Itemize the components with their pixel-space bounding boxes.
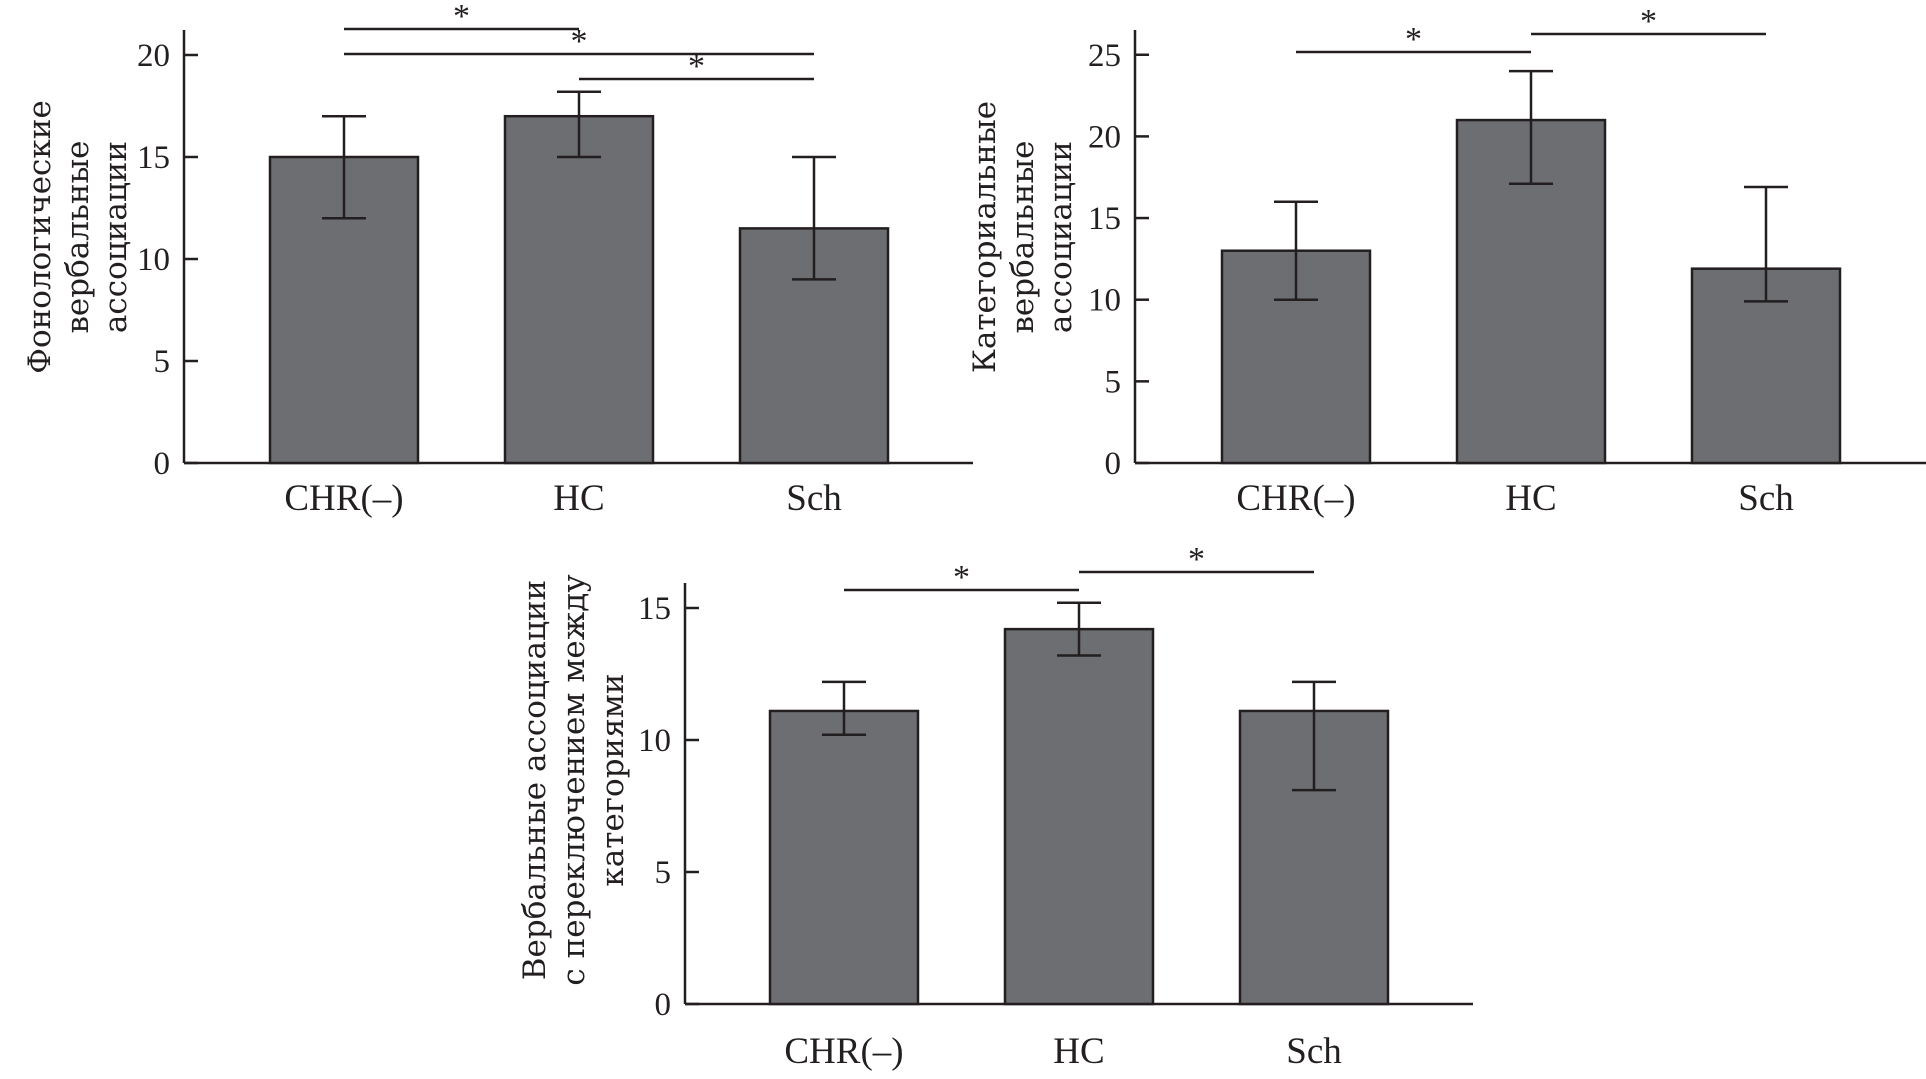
significance-star: * [571,23,588,60]
significance-star: * [953,559,970,596]
x-category-label: CHR(–) [284,478,403,519]
x-category-label: CHR(–) [1236,478,1355,519]
y-axis-label: с переключением между [556,574,592,985]
y-tick-label: 20 [137,38,170,74]
chart-switching: 0 5 10 15 CHR(–) HC Sch * * Вербальные ассоциации… [517,541,1473,1072]
y-axis-label: вербальные [1005,140,1041,333]
x-category-label: Sch [1738,478,1794,519]
y-axis-label: Вербальные ассоциации [517,580,553,980]
y-tick-label: 0 [1105,446,1122,482]
bar-hc [1003,627,1155,1006]
y-tick-label: 5 [154,344,171,380]
significance-star: * [1188,541,1205,578]
x-category-label: CHR(–) [784,1031,903,1072]
y-axis-label: ассоциации [1043,141,1079,333]
y-tick-label: 0 [655,987,672,1023]
x-category-label: Sch [1286,1031,1342,1072]
y-tick-label: 15 [1088,201,1121,237]
bar-hc [503,114,655,465]
y-axis-label: категориями [595,673,631,886]
bar-chr [768,709,920,1006]
significance-star: * [453,0,470,35]
y-axis-label: Фонологические [22,100,58,374]
y-tick-label: 5 [1105,364,1122,400]
chart-categorial: 0 5 10 15 20 25 CHR(–) HC Sch * * Категориальные вер… [967,3,1926,519]
y-tick-label: 15 [137,140,170,176]
significance-star: * [1640,3,1657,40]
y-tick-label: 10 [137,242,170,278]
y-tick-label: 0 [154,446,171,482]
y-tick-label: 10 [1088,283,1121,319]
x-category-label: HC [1505,478,1556,519]
x-category-label: Sch [786,478,842,519]
y-tick-label: 10 [638,723,671,759]
y-axis-label: Категориальные [967,101,1003,373]
y-axis-label: ассоциации [98,141,134,333]
y-tick-label: 5 [655,855,672,891]
y-axis-label: вербальные [60,140,96,333]
x-category-label: HC [1053,1031,1104,1072]
y-tick-label: 15 [638,591,671,627]
y-tick-label: 25 [1088,38,1121,74]
significance-star: * [1405,21,1422,58]
x-category-label: HC [553,478,604,519]
chart-phonological: 0 5 10 15 20 CHR(–) HC Sch * * * Фонологические верб… [22,0,973,519]
y-tick-label: 20 [1088,119,1121,155]
significance-star: * [688,48,705,85]
